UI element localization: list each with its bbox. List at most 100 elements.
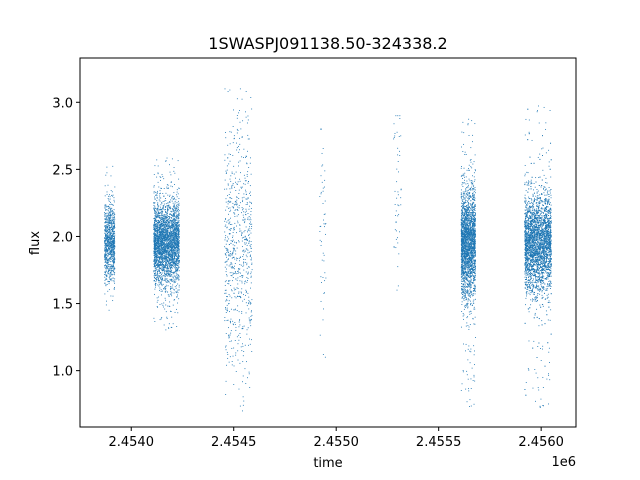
data-point xyxy=(324,280,326,282)
data-point xyxy=(462,371,464,373)
data-point xyxy=(235,190,237,191)
data-point xyxy=(156,208,158,210)
data-point xyxy=(155,229,157,231)
data-point xyxy=(172,246,174,248)
data-point xyxy=(175,261,177,263)
data-point xyxy=(156,216,158,218)
data-point xyxy=(113,213,115,215)
data-point xyxy=(171,208,173,210)
data-point xyxy=(238,257,240,259)
data-point xyxy=(158,222,160,224)
data-point xyxy=(160,318,162,320)
data-point xyxy=(173,225,175,227)
data-point xyxy=(170,243,172,245)
data-point xyxy=(176,245,178,247)
data-point xyxy=(104,259,106,261)
data-point xyxy=(171,197,173,199)
data-point xyxy=(230,197,232,199)
data-point xyxy=(106,241,108,243)
data-point xyxy=(111,222,113,224)
data-point xyxy=(169,270,171,272)
data-point xyxy=(162,211,164,213)
data-point xyxy=(324,186,325,188)
data-point xyxy=(162,222,164,224)
data-point xyxy=(226,274,228,276)
data-point xyxy=(153,236,155,238)
data-point xyxy=(104,214,106,216)
data-point xyxy=(113,259,115,261)
data-point xyxy=(104,255,106,257)
data-point xyxy=(155,285,157,286)
data-point xyxy=(166,273,168,275)
data-point xyxy=(175,259,177,261)
data-point xyxy=(155,231,157,233)
data-point xyxy=(177,160,179,162)
data-point xyxy=(176,234,178,236)
data-point xyxy=(172,261,174,262)
data-point xyxy=(113,256,115,258)
data-point xyxy=(155,277,157,279)
data-point xyxy=(106,245,108,247)
data-point xyxy=(154,244,156,246)
data-point xyxy=(230,180,232,182)
data-point xyxy=(159,240,161,242)
data-point xyxy=(228,283,230,285)
data-point xyxy=(176,230,178,232)
data-point xyxy=(164,232,166,234)
data-point xyxy=(106,235,108,237)
data-point xyxy=(108,208,110,210)
data-point xyxy=(106,274,108,276)
data-point xyxy=(173,299,175,301)
data-point xyxy=(165,225,167,227)
data-point xyxy=(237,288,239,289)
data-point xyxy=(161,233,163,235)
data-point xyxy=(239,228,241,230)
data-point xyxy=(163,269,165,271)
data-point xyxy=(157,265,159,267)
data-point xyxy=(163,221,165,223)
data-point xyxy=(247,377,248,379)
data-point xyxy=(113,262,115,263)
data-point xyxy=(175,272,177,274)
data-point xyxy=(156,273,158,275)
data-point xyxy=(158,296,160,298)
data-point xyxy=(247,249,249,251)
data-point xyxy=(154,236,156,238)
data-point xyxy=(165,245,167,247)
data-point xyxy=(165,256,167,258)
data-point xyxy=(163,218,165,220)
data-point xyxy=(170,225,172,227)
data-point xyxy=(226,300,228,302)
data-point xyxy=(225,170,227,172)
data-point xyxy=(167,239,169,240)
data-point xyxy=(174,263,176,265)
data-point xyxy=(157,240,159,241)
data-point xyxy=(235,200,237,202)
data-point xyxy=(177,276,179,278)
data-point xyxy=(321,165,323,167)
data-point xyxy=(167,205,169,206)
data-point xyxy=(109,251,111,253)
data-point xyxy=(163,267,165,269)
data-point xyxy=(170,287,172,289)
data-point xyxy=(249,205,251,207)
data-point xyxy=(176,308,178,310)
data-point xyxy=(469,221,471,223)
data-point xyxy=(227,310,229,312)
data-point xyxy=(159,231,160,233)
data-point xyxy=(232,142,234,144)
data-point xyxy=(154,261,156,263)
data-point xyxy=(108,246,110,248)
data-point xyxy=(166,278,168,280)
data-point xyxy=(248,308,250,310)
data-point xyxy=(243,262,244,264)
data-point xyxy=(105,234,107,236)
data-point xyxy=(168,243,170,245)
data-point xyxy=(158,241,159,243)
data-point xyxy=(225,247,227,249)
data-point xyxy=(165,281,167,283)
data-point xyxy=(106,257,108,258)
data-point xyxy=(164,266,166,268)
data-point xyxy=(225,300,227,302)
data-point xyxy=(242,219,244,221)
